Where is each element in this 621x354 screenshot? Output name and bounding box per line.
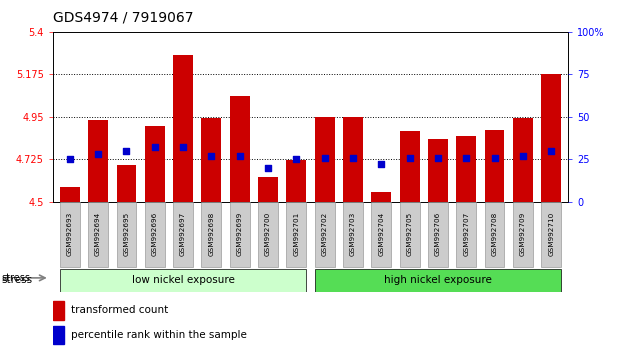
Text: GSM992693: GSM992693 xyxy=(67,212,73,256)
Bar xyxy=(145,202,165,267)
Point xyxy=(122,148,132,154)
Point xyxy=(433,155,443,160)
Text: stress: stress xyxy=(1,273,30,283)
Text: percentile rank within the sample: percentile rank within the sample xyxy=(71,330,247,340)
Text: low nickel exposure: low nickel exposure xyxy=(132,275,235,285)
Text: GSM992708: GSM992708 xyxy=(492,212,497,256)
Text: GSM992707: GSM992707 xyxy=(463,212,469,256)
Bar xyxy=(53,301,64,320)
Point xyxy=(235,153,245,159)
Point xyxy=(376,161,386,167)
Bar xyxy=(484,130,504,202)
Text: GSM992706: GSM992706 xyxy=(435,212,441,256)
Bar xyxy=(513,202,533,267)
Text: stress: stress xyxy=(1,275,32,285)
Bar xyxy=(201,202,221,267)
Point xyxy=(348,155,358,160)
Bar xyxy=(400,202,420,267)
Bar xyxy=(315,269,561,292)
Bar xyxy=(400,131,420,202)
Text: GDS4974 / 7919067: GDS4974 / 7919067 xyxy=(53,11,193,25)
Bar xyxy=(117,165,137,202)
Text: GSM992700: GSM992700 xyxy=(265,212,271,256)
Text: GSM992695: GSM992695 xyxy=(124,212,129,256)
Bar xyxy=(88,202,108,267)
Point xyxy=(65,156,75,162)
Bar xyxy=(173,55,193,202)
Bar xyxy=(60,187,79,202)
Point xyxy=(461,155,471,160)
Bar xyxy=(286,160,306,202)
Bar xyxy=(343,117,363,202)
Point xyxy=(320,155,330,160)
Point xyxy=(206,153,216,159)
Bar xyxy=(315,202,335,267)
Bar xyxy=(343,202,363,267)
Point xyxy=(518,153,528,159)
Text: GSM992697: GSM992697 xyxy=(180,212,186,256)
Point xyxy=(489,155,499,160)
Point xyxy=(405,155,415,160)
Bar xyxy=(173,202,193,267)
Bar xyxy=(484,202,504,267)
Bar xyxy=(258,202,278,267)
Bar xyxy=(513,118,533,202)
Point xyxy=(546,148,556,154)
Text: GSM992705: GSM992705 xyxy=(407,212,412,256)
Text: high nickel exposure: high nickel exposure xyxy=(384,275,492,285)
Bar xyxy=(88,120,108,202)
Bar xyxy=(371,202,391,267)
Bar xyxy=(258,177,278,202)
Point xyxy=(150,144,160,150)
Point xyxy=(93,152,103,157)
Bar xyxy=(542,74,561,202)
Bar xyxy=(145,126,165,202)
Text: GSM992703: GSM992703 xyxy=(350,212,356,256)
Bar xyxy=(286,202,306,267)
Bar xyxy=(60,269,306,292)
Bar xyxy=(428,202,448,267)
Text: GSM992702: GSM992702 xyxy=(322,212,328,256)
Bar xyxy=(371,192,391,202)
Bar xyxy=(201,118,221,202)
Text: GSM992710: GSM992710 xyxy=(548,212,554,256)
Bar xyxy=(456,136,476,202)
Point xyxy=(291,156,301,162)
Bar xyxy=(230,96,250,202)
Bar xyxy=(60,202,79,267)
Bar xyxy=(542,202,561,267)
Text: GSM992709: GSM992709 xyxy=(520,212,526,256)
Text: GSM992699: GSM992699 xyxy=(237,212,243,256)
Bar xyxy=(315,117,335,202)
Text: GSM992698: GSM992698 xyxy=(209,212,214,256)
Bar xyxy=(117,202,137,267)
Text: GSM992704: GSM992704 xyxy=(378,212,384,256)
Bar xyxy=(428,139,448,202)
Text: transformed count: transformed count xyxy=(71,305,168,315)
Bar xyxy=(53,326,64,344)
Text: GSM992696: GSM992696 xyxy=(152,212,158,256)
Text: GSM992694: GSM992694 xyxy=(95,212,101,256)
Bar xyxy=(456,202,476,267)
Text: GSM992701: GSM992701 xyxy=(293,212,299,256)
Bar xyxy=(230,202,250,267)
Point xyxy=(263,165,273,171)
Point xyxy=(178,144,188,150)
